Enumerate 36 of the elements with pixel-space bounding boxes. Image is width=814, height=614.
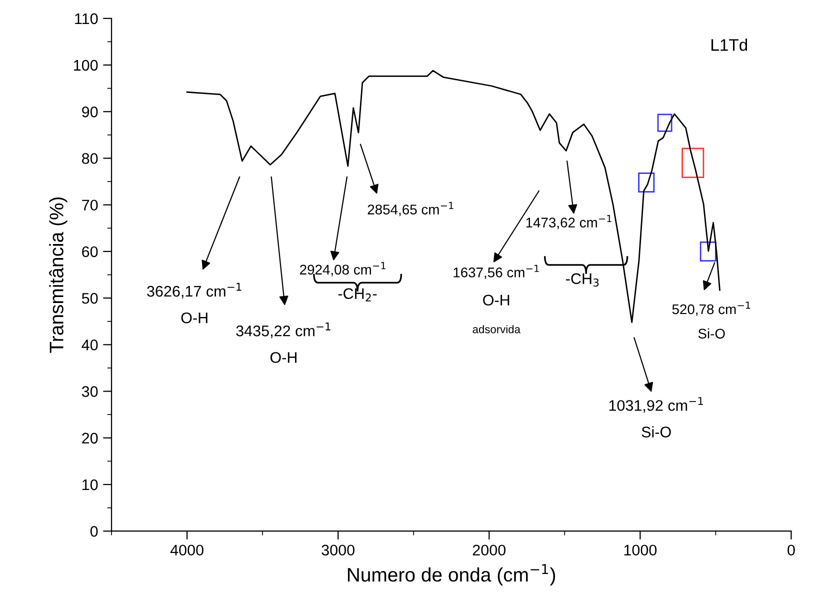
- x-tick-label: 4000: [170, 544, 204, 556]
- annotation: 520,78 cm$^{−1}$: [672, 302, 750, 316]
- y-tick-label: 110: [75, 13, 98, 24]
- text: L1Td: [712, 38, 748, 51]
- y-tick-label: 100: [74, 60, 98, 71]
- y-tick-label: 20: [82, 432, 98, 444]
- annotation: 1031,92 cm$^{−1}$: [609, 397, 703, 413]
- y-tick-label: 70: [82, 200, 98, 211]
- x-axis-title: Numero de onda (cm$^{−1}$): [348, 564, 556, 586]
- y-tick-label: 90: [82, 106, 98, 118]
- x-tick-label: 2000: [472, 544, 506, 556]
- y-tick-label: 80: [82, 153, 98, 164]
- annotation: O-H: [181, 312, 208, 324]
- annotation: 2854,65 cm$^{−1}$: [368, 202, 454, 216]
- annotation: -CH$_{3}$: [566, 273, 599, 287]
- annotation: 1473,62 cm$^{−1}$: [526, 214, 612, 230]
- y-tick-label: 30: [82, 386, 98, 397]
- annotation: Si-O: [642, 426, 671, 438]
- annotation: O-H: [270, 352, 296, 363]
- annotation: 2924,08 cm$^{−1}$: [300, 262, 386, 276]
- x-tick-label: 1000: [624, 544, 657, 556]
- y-axis-title: Transmitância (%): [49, 197, 68, 353]
- annotation: O-H: [483, 294, 510, 306]
- y-tick-label: 0: [90, 526, 98, 537]
- y-tick-label: 40: [82, 340, 98, 350]
- y-tick-label: 50: [82, 292, 98, 304]
- y-tick-label: 10: [82, 479, 98, 490]
- annotation: 1637,56 cm$^{−1}$: [454, 264, 539, 280]
- annotation: Si-O: [698, 328, 725, 339]
- annotation: 3435,22 cm$^{−1}$: [236, 322, 330, 338]
- y-tick-label: 60: [82, 246, 98, 258]
- annotation: 3626,17 cm$^{−1}$: [147, 282, 242, 299]
- annotation: -CH$_{2}$-: [338, 288, 377, 302]
- x-tick-label: 3000: [322, 544, 354, 556]
- annotation: adsorvida: [472, 325, 520, 334]
- x-tick-label: 0: [788, 544, 795, 556]
